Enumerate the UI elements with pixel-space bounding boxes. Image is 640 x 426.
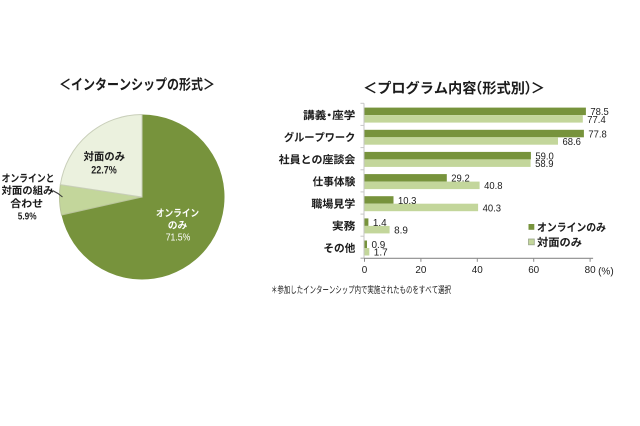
svg-text:10.3: 10.3	[398, 195, 417, 207]
svg-text:77.8: 77.8	[588, 128, 607, 140]
svg-text:(%): (%)	[598, 266, 614, 277]
svg-text:59.0: 59.0	[535, 151, 554, 163]
svg-text:60: 60	[528, 264, 539, 276]
svg-text:77.4: 77.4	[587, 114, 606, 126]
svg-text:40: 40	[472, 264, 483, 276]
svg-text:78.5: 78.5	[590, 106, 609, 118]
svg-text:20: 20	[415, 264, 426, 276]
svg-text:40.8: 40.8	[484, 180, 503, 192]
svg-text:58.9: 58.9	[535, 158, 554, 170]
svg-text:0.9: 0.9	[372, 239, 386, 251]
svg-text:1.7: 1.7	[374, 247, 388, 259]
svg-text:71.5%: 71.5%	[166, 231, 191, 243]
svg-text:5.9%: 5.9%	[18, 211, 37, 222]
svg-text:68.6: 68.6	[563, 136, 582, 148]
svg-text:40.3: 40.3	[483, 202, 502, 214]
svg-text:22.7%: 22.7%	[91, 165, 117, 177]
svg-text:29.2: 29.2	[451, 173, 470, 185]
svg-text:0: 0	[362, 264, 368, 276]
svg-text:1.4: 1.4	[373, 217, 387, 229]
svg-text:8.9: 8.9	[394, 225, 408, 237]
svg-text:80: 80	[585, 264, 596, 276]
